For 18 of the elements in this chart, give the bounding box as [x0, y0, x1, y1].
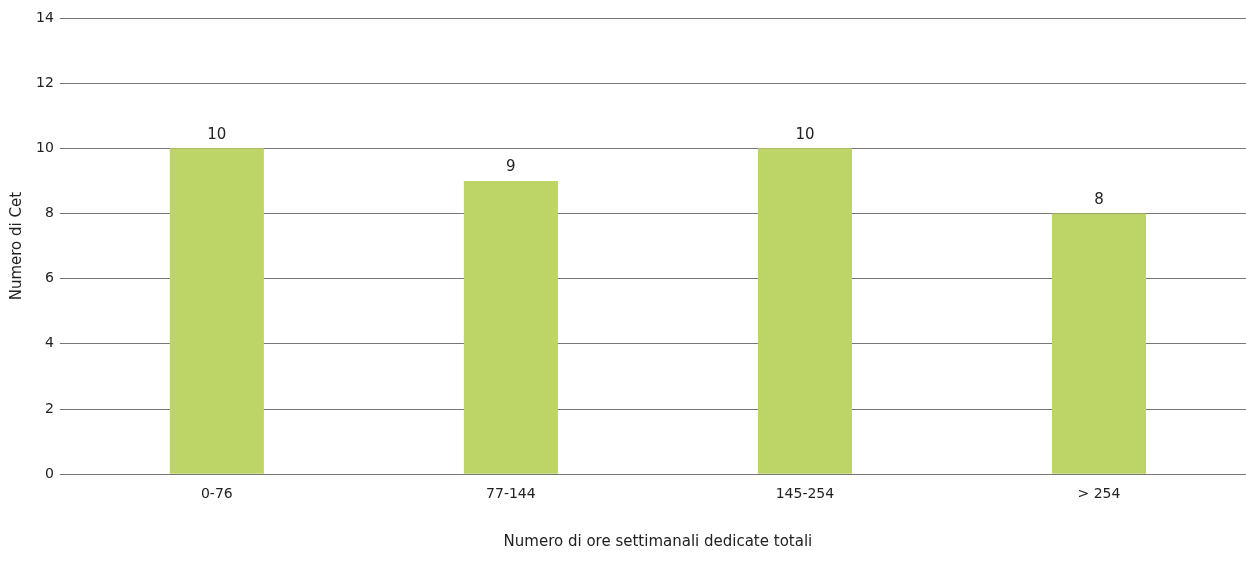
x-tick-label: > 254: [1077, 485, 1121, 502]
data-label: 10: [795, 124, 815, 143]
data-label: 8: [1094, 189, 1104, 208]
x-tick-label: 145-254: [775, 485, 835, 502]
y-tick-label: 8: [44, 204, 54, 221]
data-label: 10: [207, 124, 227, 143]
x-tick-label: 77-144: [486, 485, 536, 502]
data-label: 9: [506, 157, 516, 176]
y-tick-label: 10: [35, 138, 54, 155]
y-tick-label: 6: [44, 269, 54, 286]
y-tick-label: 0: [44, 464, 54, 481]
x-axis-title: Numero di ore settimanali dedicate totali: [503, 531, 813, 550]
y-tick-label: 12: [35, 73, 54, 90]
y-tick-label: 2: [44, 399, 54, 416]
x-tick-label: 0-76: [200, 485, 233, 502]
y-tick-label: 4: [44, 334, 54, 351]
y-axis-title: Numero di Cet: [6, 191, 25, 301]
y-tick-label: 14: [35, 8, 54, 25]
